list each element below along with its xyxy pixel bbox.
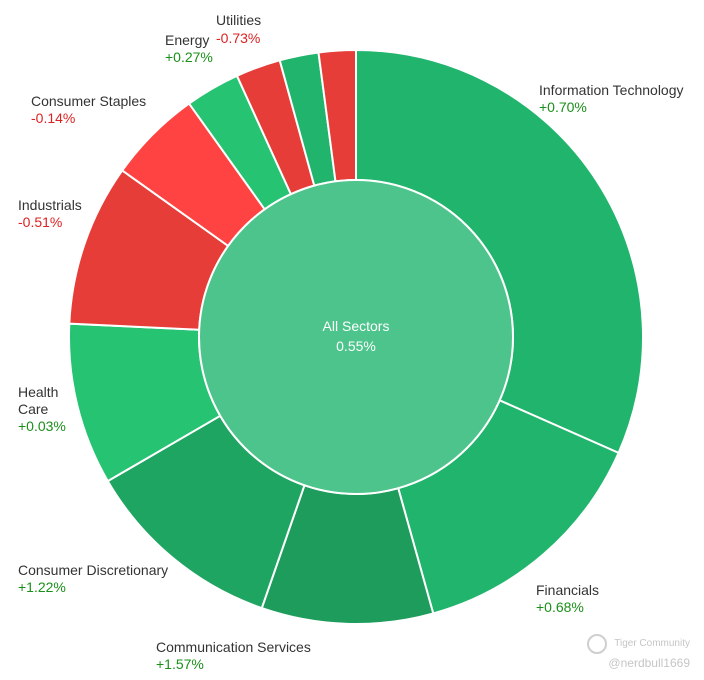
label-consumer-staples[interactable]: Consumer Staples -0.14% (31, 93, 146, 127)
label-name: Information Technology (539, 82, 684, 98)
label-change: +0.03% (18, 418, 66, 434)
label-name: Consumer Staples (31, 93, 147, 109)
watermark-brand: Tiger Community (614, 638, 690, 649)
label-utilities-change: -0.73% (216, 30, 260, 47)
label-change: +0.70% (539, 99, 587, 115)
label-health-care[interactable]: Health Care +0.03% (18, 384, 68, 435)
label-utilities[interactable]: Utilities (216, 12, 261, 29)
tiger-logo-icon (587, 634, 608, 654)
label-name: Health Care (18, 384, 59, 417)
label-name: Energy (165, 32, 210, 48)
label-name: Consumer Discretionary (18, 562, 169, 578)
label-information-technology[interactable]: Information Technology +0.70% (539, 82, 684, 116)
label-change: +0.27% (165, 49, 213, 65)
label-consumer-discretionary[interactable]: Consumer Discretionary +1.22% (18, 562, 168, 596)
label-communication-services[interactable]: Communication Services +1.57% (156, 639, 311, 673)
watermark-user: @nerdbull1669 (608, 656, 690, 670)
donut-slices (68, 48, 644, 625)
label-industrials[interactable]: Industrials -0.51% (18, 197, 82, 231)
label-change: +0.68% (536, 599, 584, 615)
label-name: Financials (536, 582, 600, 598)
label-change: +1.57% (156, 656, 204, 672)
center-label: All Sectors 0.55% (256, 316, 456, 356)
label-name: Utilities (216, 12, 262, 28)
label-name: Communication Services (156, 639, 311, 655)
label-change: -0.14% (31, 110, 76, 126)
center-value: 0.55% (336, 338, 376, 354)
label-energy[interactable]: Energy +0.27% (165, 32, 213, 66)
label-financials[interactable]: Financials +0.68% (536, 582, 599, 616)
label-change: +1.22% (18, 579, 66, 595)
watermark: Tiger Community @nerdbull1669 (587, 634, 690, 670)
label-change: -0.73% (216, 30, 261, 46)
label-change: -0.51% (18, 214, 63, 230)
center-circle (198, 179, 514, 495)
center-title: All Sectors (322, 318, 390, 334)
label-name: Industrials (18, 197, 82, 213)
